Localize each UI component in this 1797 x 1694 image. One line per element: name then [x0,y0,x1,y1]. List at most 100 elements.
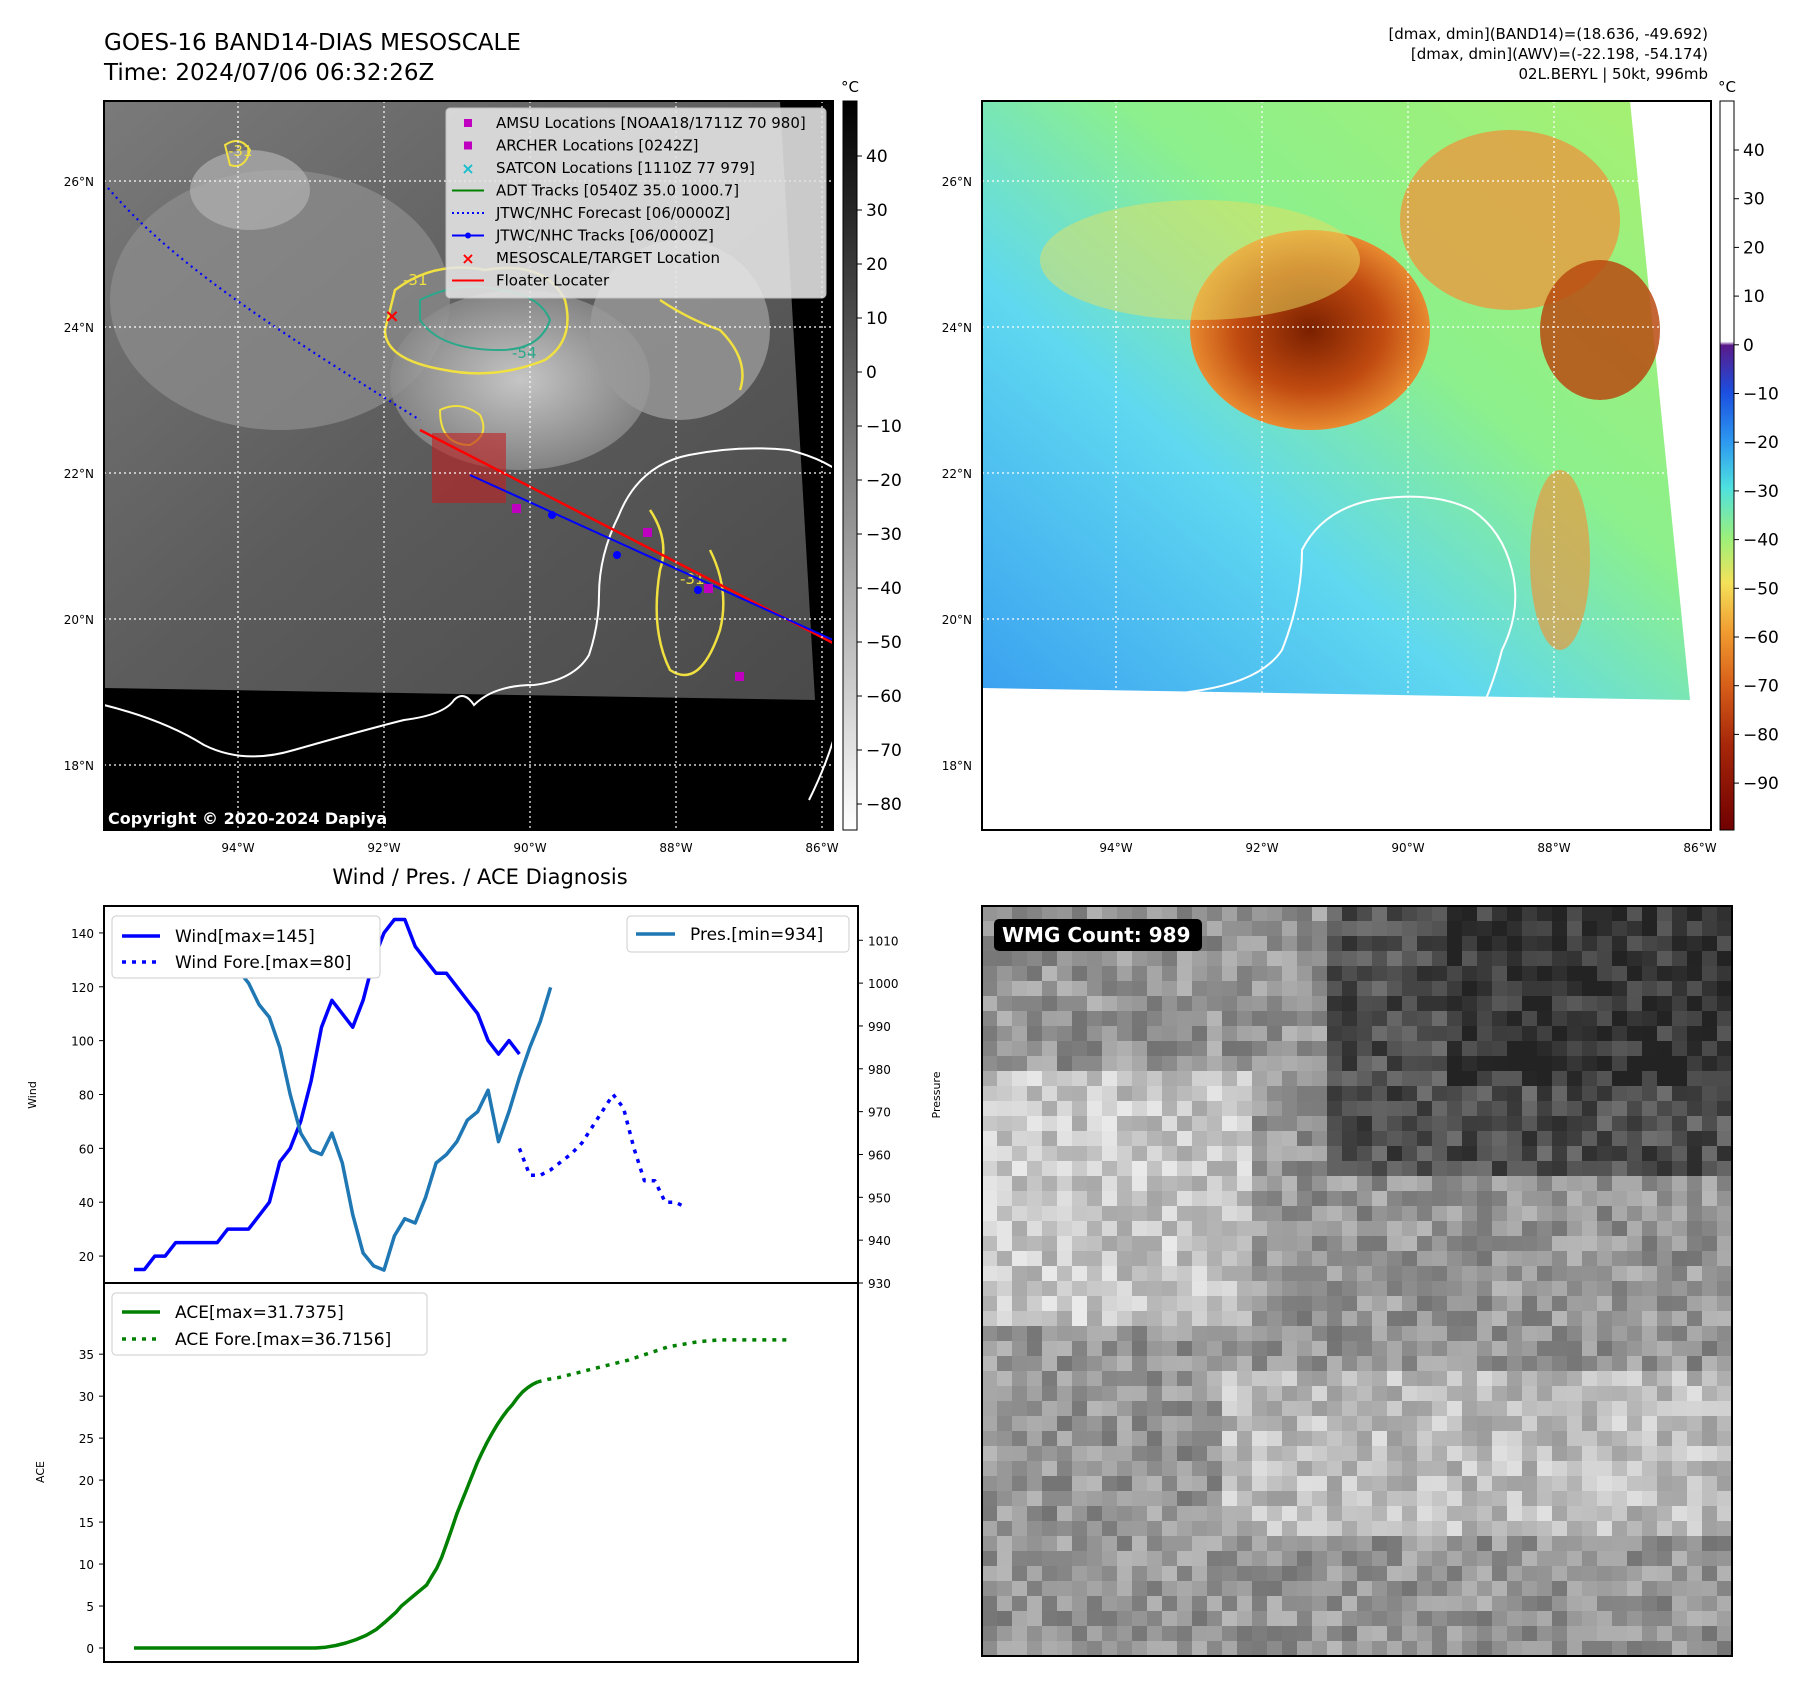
wmg-tile [1357,1596,1372,1611]
wmg-tile [1462,1146,1477,1161]
wmg-tile [1012,1641,1027,1656]
wmg-tile [1192,1251,1207,1266]
wmg-tile [1072,1386,1087,1401]
wmg-tile [1582,1281,1597,1296]
wmg-tile [1567,1521,1582,1536]
wmg-tile [1507,1011,1522,1026]
wmg-tile [1552,1206,1567,1221]
wmg-tile [1042,1536,1057,1551]
wmg-tile [1612,1101,1627,1116]
wmg-tile [1042,1191,1057,1206]
wmg-tile [1672,1326,1687,1341]
wmg-tile [1702,966,1717,981]
wmg-tile [1132,1251,1147,1266]
wmg-tile [1222,1086,1237,1101]
wmg-tile [1357,1446,1372,1461]
wmg-tile [1432,1446,1447,1461]
wmg-tile [1642,1041,1657,1056]
wmg-tile [1102,1191,1117,1206]
wmg-tile [1147,1296,1162,1311]
wmg-tile [1117,1566,1132,1581]
wmg-tile [1432,1416,1447,1431]
wmg-tile [1657,1506,1672,1521]
wmg-tile [1507,1236,1522,1251]
wmg-tile [1087,1461,1102,1476]
wmg-tile [997,1386,1012,1401]
wmg-tile [1627,981,1642,996]
wmg-tile [1447,1041,1462,1056]
wmg-tile [1417,1056,1432,1071]
wmg-tile [1567,1611,1582,1626]
wmg-tile [1027,1116,1042,1131]
wmg-tile [1192,1521,1207,1536]
wmg-tile [1267,1341,1282,1356]
wmg-tile [1432,1071,1447,1086]
wmg-tile [1552,1161,1567,1176]
wmg-tile [1417,1236,1432,1251]
wmg-tile [1027,1356,1042,1371]
wmg-tile [1657,1161,1672,1176]
wmg-tile [982,951,997,966]
wmg-tile [1327,1116,1342,1131]
wmg-tile [1297,1416,1312,1431]
wmg-tile [1357,1296,1372,1311]
legend-label: Wind Fore.[max=80] [175,953,351,973]
wmg-tile [1522,951,1537,966]
wmg-tile [1282,1431,1297,1446]
wmg-tile [1432,1056,1447,1071]
wmg-tile [1372,1146,1387,1161]
wmg-tile [1312,981,1327,996]
wmg-tile [1252,1536,1267,1551]
wmg-tile [1252,1281,1267,1296]
wmg-tile [1717,1341,1732,1356]
wmg-tile [1027,1221,1042,1236]
wmg-tile [1657,1491,1672,1506]
wmg-tile [1072,1356,1087,1371]
wmg-tile [1177,1596,1192,1611]
wmg-tile [1072,1416,1087,1431]
wmg-tile [1567,1371,1582,1386]
wmg-tile [1267,1386,1282,1401]
wmg-tile [1027,1341,1042,1356]
wmg-tile [1402,1476,1417,1491]
wmg-tile [1117,1476,1132,1491]
wmg-tile [982,1611,997,1626]
wmg-tile [1267,951,1282,966]
wmg-tile [1042,1401,1057,1416]
wmg-tile [1552,1146,1567,1161]
wmg-tile [982,1281,997,1296]
wmg-tile [1252,1446,1267,1461]
wmg-tile [1447,1491,1462,1506]
wmg-tile [1537,1491,1552,1506]
wmg-tile [1492,951,1507,966]
wmg-tile [1642,1596,1657,1611]
wmg-tile [1042,1086,1057,1101]
wmg-tile [1522,1191,1537,1206]
header-right-line-1: [dmax, dmin](BAND14)=(18.636, -49.692) [1388,25,1708,43]
wmg-tile [1027,966,1042,981]
wmg-tile [1312,1206,1327,1221]
wmg-tile [1402,996,1417,1011]
lat-tick-label: 18°N [942,759,972,773]
wmg-tile [1117,1461,1132,1476]
wmg-tile [1162,1176,1177,1191]
wmg-tile [1312,1581,1327,1596]
wmg-tile [1492,1011,1507,1026]
wmg-tile [1417,936,1432,951]
wmg-tile [1237,1266,1252,1281]
wmg-tile [1327,1431,1342,1446]
wmg-tile [1147,1416,1162,1431]
wmg-tile [982,1401,997,1416]
wmg-tile [1222,1491,1237,1506]
wmg-tile [1072,1191,1087,1206]
wmg-tile [1627,1176,1642,1191]
wmg-tile [1252,1311,1267,1326]
wmg-tile [1642,1386,1657,1401]
wmg-tile [1432,1581,1447,1596]
legend-marker-square [464,141,472,150]
wmg-tile [1237,936,1252,951]
wmg-tile [1117,1611,1132,1626]
wmg-tile [1267,1191,1282,1206]
wmg-tile [1627,1476,1642,1491]
wmg-tile [982,1101,997,1116]
